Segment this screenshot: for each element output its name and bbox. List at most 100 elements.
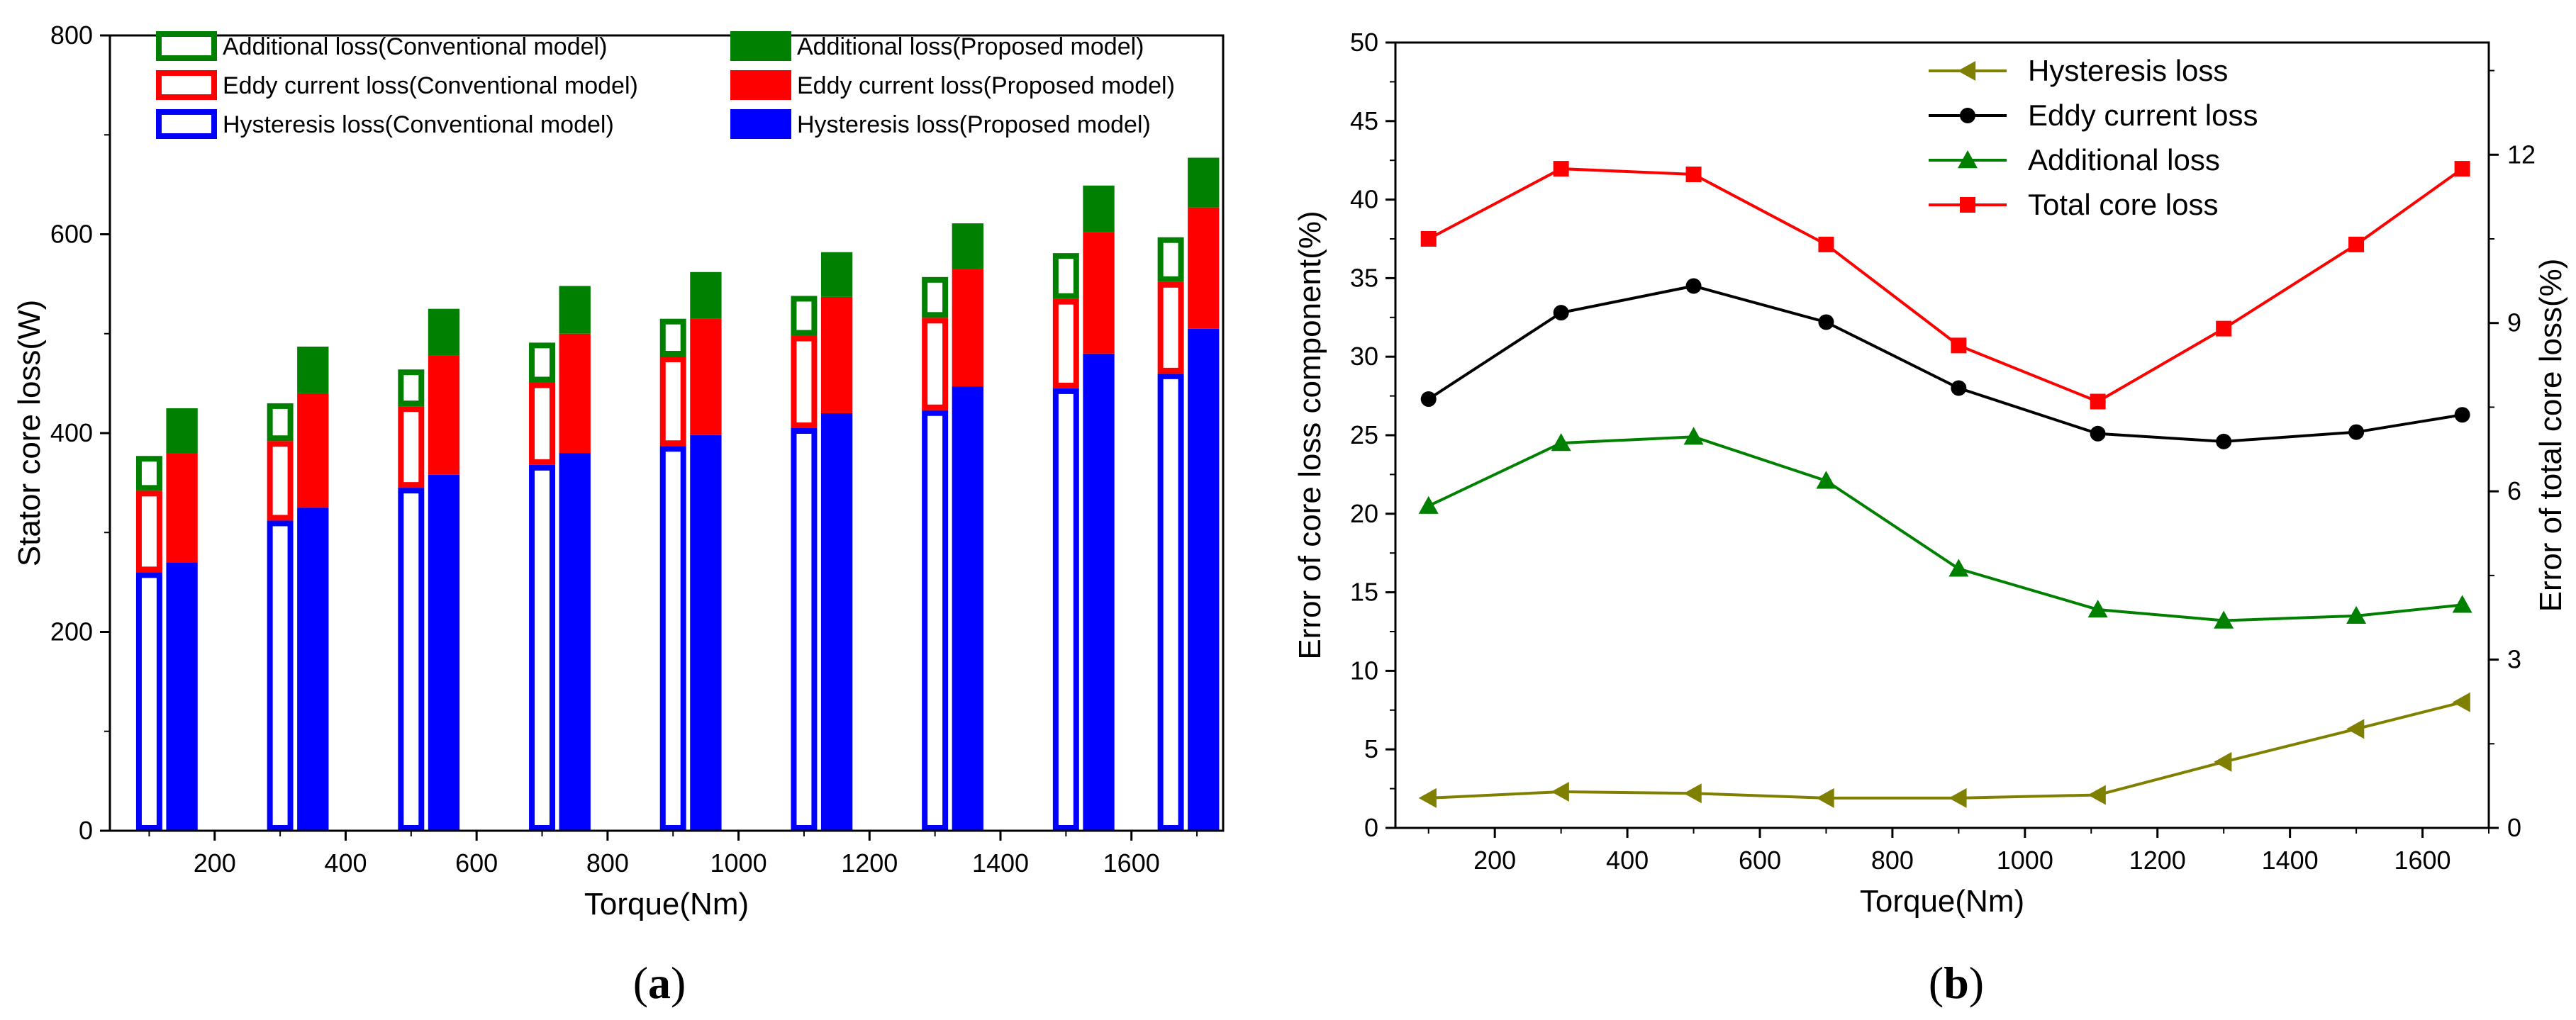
bar-conv-s1-8 — [1157, 281, 1184, 374]
b-legend-marker — [1958, 150, 1978, 169]
b-y-right-tick-label: 6 — [2507, 476, 2521, 505]
bar-conv-s1-1 — [267, 441, 294, 521]
b-legend-marker — [1960, 108, 1975, 123]
b-x-axis-title: Torque(Nm) — [1860, 884, 2024, 919]
a-legend-label: Hysteresis loss(Proposed model) — [797, 111, 1151, 138]
bar-prop-s1-0 — [166, 453, 198, 563]
b-legend-label: Total core loss — [2028, 188, 2218, 221]
b-point-s1-4 — [1951, 380, 1967, 396]
a-axes: 200 400 600 800 1000 1200 1400 1600 0 200 400 600 80… — [50, 21, 1225, 878]
b-point-s2-3 — [1816, 471, 1836, 489]
b-point-s0-5 — [2087, 785, 2106, 805]
bar-prop-s2-5 — [820, 252, 853, 297]
b-point-s0-8 — [2452, 692, 2470, 712]
bar-conv-s0-0 — [135, 572, 162, 831]
a-x-tick-label: 1000 — [710, 848, 767, 878]
b-y-axis-right-title: Error of total core loss(%) — [2533, 259, 2568, 612]
b-point-s1-3 — [1818, 314, 1834, 330]
bar-conv-s2-0 — [135, 456, 162, 491]
bar-prop-s0-1 — [297, 508, 329, 831]
a-legend-swatch-outline — [156, 31, 217, 61]
b-x-tick-label: 600 — [1739, 846, 1781, 875]
bar-prop-s1-2 — [428, 355, 460, 475]
bar-conv-s2-6 — [922, 276, 949, 318]
b-point-s2-8 — [2452, 595, 2472, 613]
b-point-s2-7 — [2346, 605, 2367, 624]
b-y-left-tick-label: 25 — [1350, 420, 1378, 449]
b-point-s3-1 — [1553, 161, 1569, 177]
bar-conv-s2-4 — [659, 318, 686, 357]
bar-conv-s0-8 — [1157, 373, 1184, 831]
bar-conv-s0-6 — [922, 410, 949, 831]
a-x-tick-label: 800 — [586, 848, 629, 878]
b-legend-label: Hysteresis loss — [2028, 54, 2228, 87]
b-y-left-tick-label: 30 — [1350, 342, 1378, 371]
bar-conv-s1-6 — [922, 318, 949, 410]
b-point-s3-7 — [2348, 236, 2365, 252]
b-y-right-tick-label: 12 — [2507, 140, 2536, 169]
a-panel-letter: a — [648, 958, 671, 1008]
bar-conv-s1-7 — [1052, 298, 1079, 388]
b-point-s3-0 — [1420, 231, 1437, 247]
a-y-axis-title: Stator core loss(W) — [12, 300, 47, 567]
bar-conv-s2-2 — [398, 369, 425, 407]
bar-conv-s1-3 — [529, 382, 556, 465]
b-x-tick-label: 1400 — [2262, 846, 2319, 875]
bar-prop-s0-8 — [1188, 328, 1220, 831]
bar-prop-s0-6 — [952, 386, 983, 831]
a-legend-swatch-outline — [156, 70, 217, 100]
a-x-tick-label: 1600 — [1103, 848, 1160, 878]
b-y-left-tick-label: 35 — [1350, 263, 1378, 292]
b-point-s1-1 — [1553, 305, 1569, 321]
b-x-tick-label: 200 — [1473, 846, 1516, 875]
b-y-right-tick-label: 3 — [2507, 645, 2521, 674]
bar-prop-s0-4 — [690, 435, 722, 831]
a-x-tick-label: 200 — [194, 848, 236, 878]
b-point-s1-2 — [1685, 278, 1702, 294]
bar-prop-s0-5 — [820, 413, 853, 831]
b-point-s0-0 — [1418, 788, 1437, 808]
bar-prop-s1-3 — [559, 333, 591, 454]
bar-conv-s2-7 — [1052, 253, 1079, 299]
a-x-tick-label: 1400 — [972, 848, 1029, 878]
b-point-s2-4 — [1948, 559, 1969, 577]
b-y-left-tick-label: 10 — [1350, 656, 1378, 685]
b-y-left-tick-label: 50 — [1350, 28, 1378, 57]
b-series-line-2 — [1427, 435, 2463, 622]
bar-conv-s0-4 — [659, 446, 686, 831]
a-legend-swatch-outline — [156, 109, 217, 139]
bar-prop-s1-7 — [1083, 232, 1115, 354]
bar-conv-s0-2 — [398, 488, 425, 831]
a-legend-label: Additional loss(Conventional model) — [223, 33, 607, 60]
b-series-line-1 — [1427, 284, 2463, 443]
b-point-s1-7 — [2348, 424, 2365, 440]
b-point-s0-4 — [1948, 788, 1967, 808]
b-point-s0-1 — [1551, 782, 1569, 802]
bar-conv-s0-1 — [267, 520, 294, 831]
b-point-s3-8 — [2454, 161, 2470, 177]
b-y-left-tick-label: 20 — [1350, 499, 1378, 528]
bar-prop-s1-1 — [297, 393, 329, 508]
bar-prop-s1-8 — [1188, 207, 1220, 329]
b-y-left-tick-label: 40 — [1350, 185, 1378, 214]
bar-prop-s0-3 — [559, 453, 591, 831]
b-axes: 200 400 600 800 1000 1200 1400 1600051015202530… — [1350, 28, 2536, 875]
b-legend-marker — [1960, 197, 1975, 213]
b-point-s3-5 — [2090, 393, 2106, 410]
b-y-right-tick-label: 9 — [2507, 308, 2521, 337]
b-x-tick-label: 1200 — [2129, 846, 2186, 875]
b-legend: Hysteresis loss Eddy current loss Addition… — [1929, 54, 2258, 221]
b-point-s3-2 — [1685, 166, 1702, 182]
panel-b-line-chart: 200 400 600 800 1000 1200 1400 1600051015202530… — [1293, 28, 2568, 1008]
bar-prop-s0-7 — [1083, 353, 1115, 831]
bar-conv-s2-8 — [1157, 237, 1184, 282]
b-legend-label: Additional loss — [2028, 143, 2220, 176]
a-x-axis-title: Torque(Nm) — [584, 887, 749, 921]
bar-prop-s2-7 — [1083, 185, 1115, 232]
bar-conv-s1-2 — [398, 406, 425, 488]
a-panel-label: (a) — [633, 958, 686, 1008]
b-point-s2-6 — [2214, 610, 2234, 629]
bar-conv-s2-3 — [529, 342, 556, 383]
a-legend-label: Hysteresis loss(Conventional model) — [223, 111, 614, 138]
a-y-tick-label: 600 — [50, 220, 93, 249]
